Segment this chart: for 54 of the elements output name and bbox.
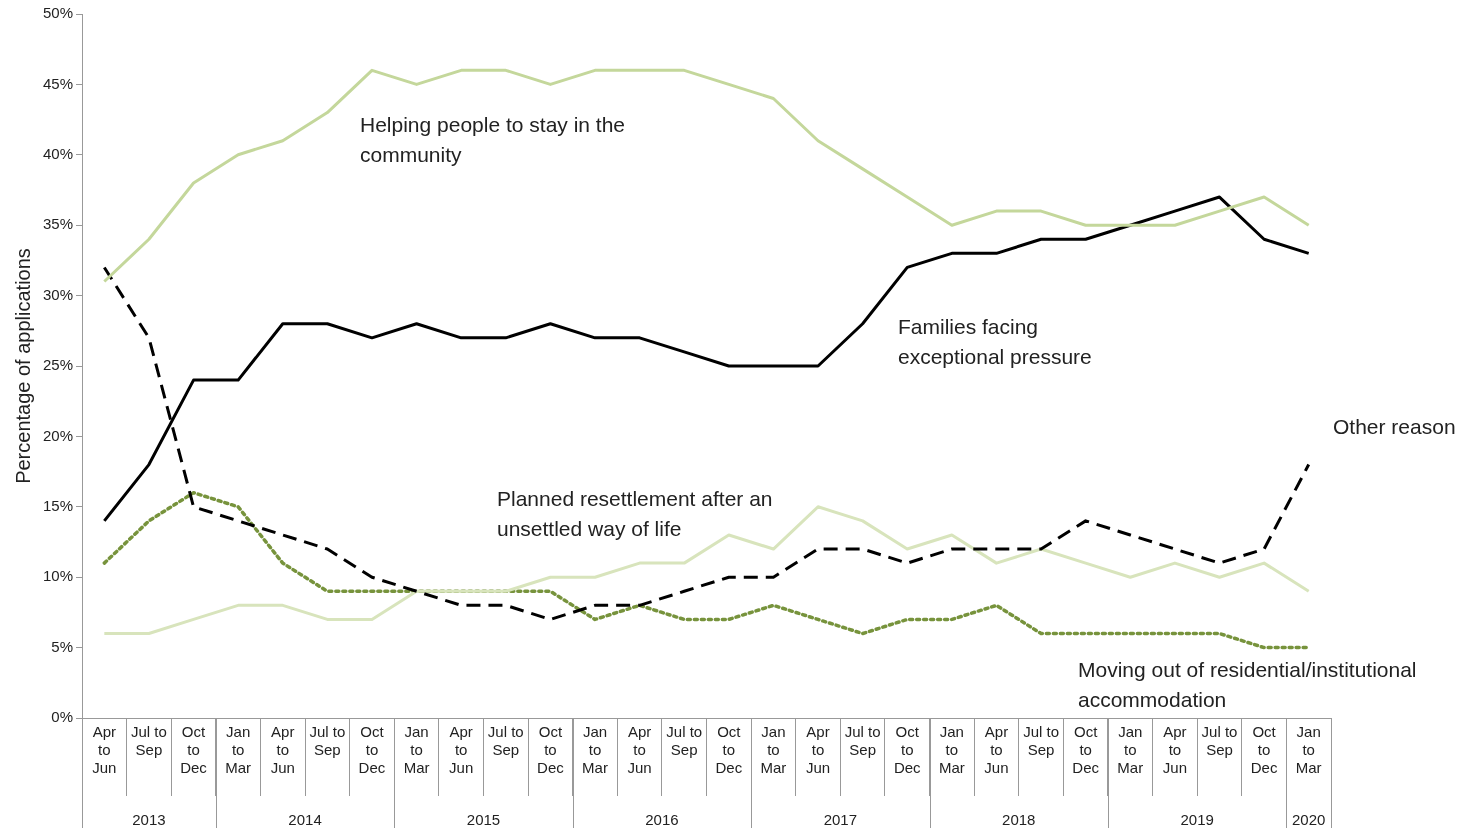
y-tick-label: 30%	[42, 285, 74, 303]
text: 2016	[645, 811, 679, 829]
x-tick-label: Jul to Sep	[1023, 723, 1059, 759]
x-tick-label: Oct to Dec	[358, 723, 386, 777]
x-tick-label: Jan to Mar	[1295, 723, 1322, 777]
series-label: Other reason	[1333, 415, 1456, 439]
x-tick-label: Oct to Dec	[1072, 723, 1100, 777]
x-tick-label: Jul to Sep	[487, 723, 524, 759]
x-tick-label: Oct to Dec	[715, 723, 743, 777]
text: 2014	[288, 811, 322, 829]
x-tick-label: Oct to Dec	[1250, 723, 1278, 777]
x-tick-label: Jul to Sep	[844, 723, 881, 759]
x-tick-label: Oct to Dec	[537, 723, 565, 777]
x-tick-label: Apr to Jun	[270, 723, 295, 777]
text: 2020	[1292, 811, 1326, 829]
y-tick-label: 35%	[42, 215, 74, 233]
x-tick-label: Apr to Jun	[92, 723, 117, 777]
x-tick-label: Jul to Sep	[309, 723, 346, 759]
text: 2019	[1180, 811, 1214, 829]
y-tick-label: 40%	[42, 144, 74, 162]
x-tick-label: Oct to Dec	[180, 723, 208, 777]
x-tick-label: Apr to Jun	[1162, 723, 1187, 777]
x-tick-label: Jan to Mar	[403, 723, 430, 777]
text: 2015	[466, 811, 501, 829]
y-tick-label: 5%	[51, 637, 74, 655]
line-series	[102, 490, 1311, 650]
x-tick-label: Jan to Mar	[225, 723, 252, 777]
y-tick-label: 20%	[42, 426, 74, 444]
x-tick-label: Jul to Sep	[1201, 723, 1238, 759]
x-tick-label: Jan to Mar	[1117, 723, 1144, 777]
x-tick-label: Jan to Mar	[582, 723, 608, 777]
text: 2013	[132, 811, 166, 829]
y-tick-label: 10%	[42, 567, 74, 585]
y-tick-label: 50%	[42, 4, 74, 22]
x-tick-label: Apr to Jun	[805, 723, 831, 777]
y-tick-label: 15%	[42, 496, 74, 514]
x-tick-label: Apr to Jun	[627, 723, 652, 777]
x-tick-label: Jul to Sep	[131, 723, 167, 759]
x-tick-label: Oct to Dec	[893, 723, 922, 777]
series-label: Helping people to stay in the community	[360, 113, 626, 167]
x-tick-label: Apr to Jun	[984, 723, 1009, 777]
y-tick-label: 0%	[51, 708, 74, 726]
x-tick-label: Jan to Mar	[760, 723, 787, 777]
y-tick-label: 45%	[42, 74, 74, 92]
series-label: Planned resettlement after an unsettled way of life	[497, 487, 773, 541]
series-label: Families facing exceptional pressure	[898, 315, 1092, 369]
y-axis-title: Percentage of applications	[11, 248, 34, 484]
y-tick-label: 25%	[42, 356, 74, 374]
x-tick-label: Apr to Jun	[449, 723, 474, 777]
series-label: Moving out of residential/institutional accommodation	[1078, 658, 1417, 712]
x-tick-label: Jan to Mar	[938, 723, 965, 777]
x-tick-label: Jul to Sep	[666, 723, 703, 759]
text: 2017	[823, 811, 858, 829]
text: 2018	[1002, 811, 1036, 829]
